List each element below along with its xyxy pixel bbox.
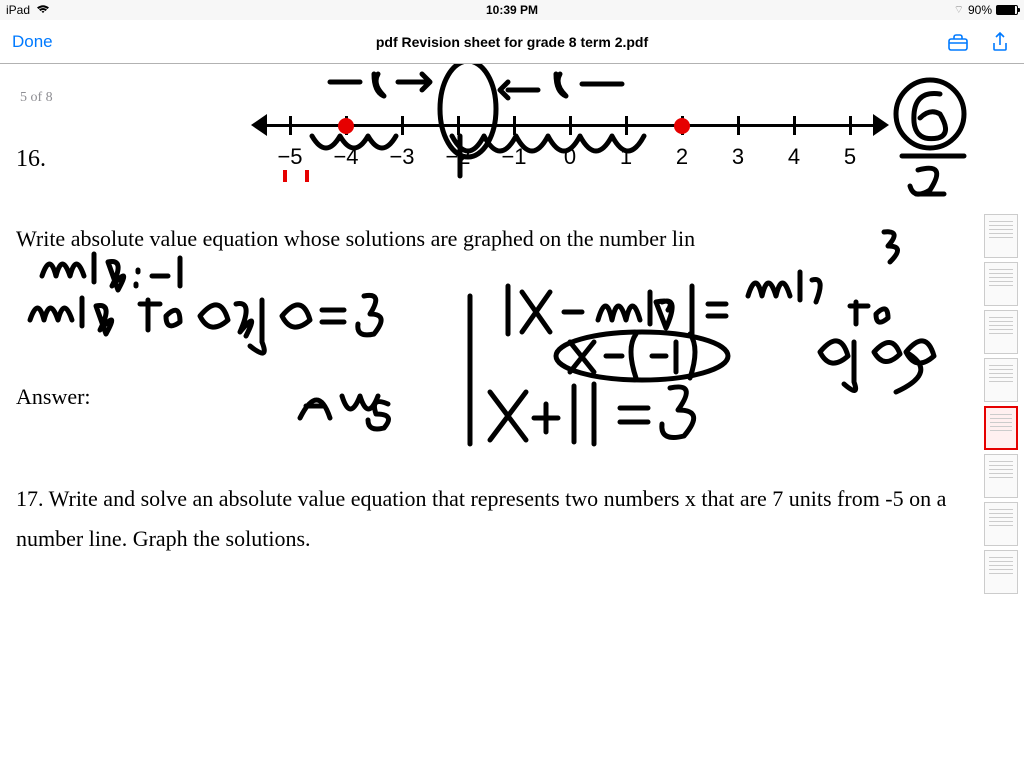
page-thumbnail[interactable]: [984, 454, 1018, 498]
numberline-point: [674, 118, 690, 134]
page-thumbnail[interactable]: [984, 502, 1018, 546]
done-button[interactable]: Done: [12, 32, 53, 52]
numberline-label: −1: [501, 144, 526, 170]
page-counter: 5 of 8: [20, 90, 53, 106]
q16-number: 16.: [16, 146, 46, 173]
ios-status-bar: iPad 10:39 PM ⌔ 90%: [0, 0, 1024, 20]
page-thumbnail[interactable]: [984, 550, 1018, 594]
page-thumbnail[interactable]: [984, 406, 1018, 450]
numberline-label: 4: [788, 144, 800, 170]
numberline-tick: [849, 116, 852, 135]
device-label: iPad: [6, 3, 30, 17]
red-mark: [305, 170, 309, 182]
answer-label: Answer:: [16, 384, 91, 410]
numberline-tick: [625, 116, 628, 135]
numberline-label: 5: [844, 144, 856, 170]
numberline-tick: [737, 116, 740, 135]
numberline-label: −4: [333, 144, 358, 170]
pdf-nav-bar: Done pdf Revision sheet for grade 8 term…: [0, 20, 1024, 64]
page-thumbnail[interactable]: [984, 214, 1018, 258]
page-thumbnail[interactable]: [984, 358, 1018, 402]
status-time: 10:39 PM: [486, 3, 538, 17]
numberline-label: −2: [445, 144, 470, 170]
numberline-label: 3: [732, 144, 744, 170]
battery-pct: 90%: [968, 3, 992, 17]
numberline-arrow-right: [873, 114, 889, 136]
numberline-label: 2: [676, 144, 688, 170]
numberline-tick: [289, 116, 292, 135]
numberline-point: [338, 118, 354, 134]
number-line: −5 −4 −3 −2 −1 0 1 2 3 4 5: [255, 94, 885, 184]
numberline-label: −5: [277, 144, 302, 170]
wifi-icon: [36, 3, 50, 17]
page-thumbnail[interactable]: [984, 310, 1018, 354]
q16-text: Write absolute value equation whose solu…: [16, 224, 976, 255]
numberline-label: 0: [564, 144, 576, 170]
numberline-tick: [401, 116, 404, 135]
battery-icon: [996, 5, 1018, 15]
numberline-tick: [569, 116, 572, 135]
page-thumbnails: [984, 214, 1022, 594]
toolbox-icon[interactable]: [946, 30, 970, 54]
bluetooth-icon: ⌔: [954, 3, 964, 17]
numberline-label: 1: [620, 144, 632, 170]
q17-text: 17. Write and solve an absolute value eq…: [16, 479, 976, 558]
pdf-content[interactable]: 5 of 8 16. −5 −4 −3 −2 −1 0 1 2 3 4 5 Write absolu…: [0, 64, 1024, 768]
numberline-tick: [793, 116, 796, 135]
page-thumbnail[interactable]: [984, 262, 1018, 306]
numberline-label: −3: [389, 144, 414, 170]
share-icon[interactable]: [988, 30, 1012, 54]
numberline-tick: [457, 116, 460, 135]
numberline-tick: [513, 116, 516, 135]
red-mark: [283, 170, 287, 182]
document-title: pdf Revision sheet for grade 8 term 2.pd…: [376, 34, 648, 50]
